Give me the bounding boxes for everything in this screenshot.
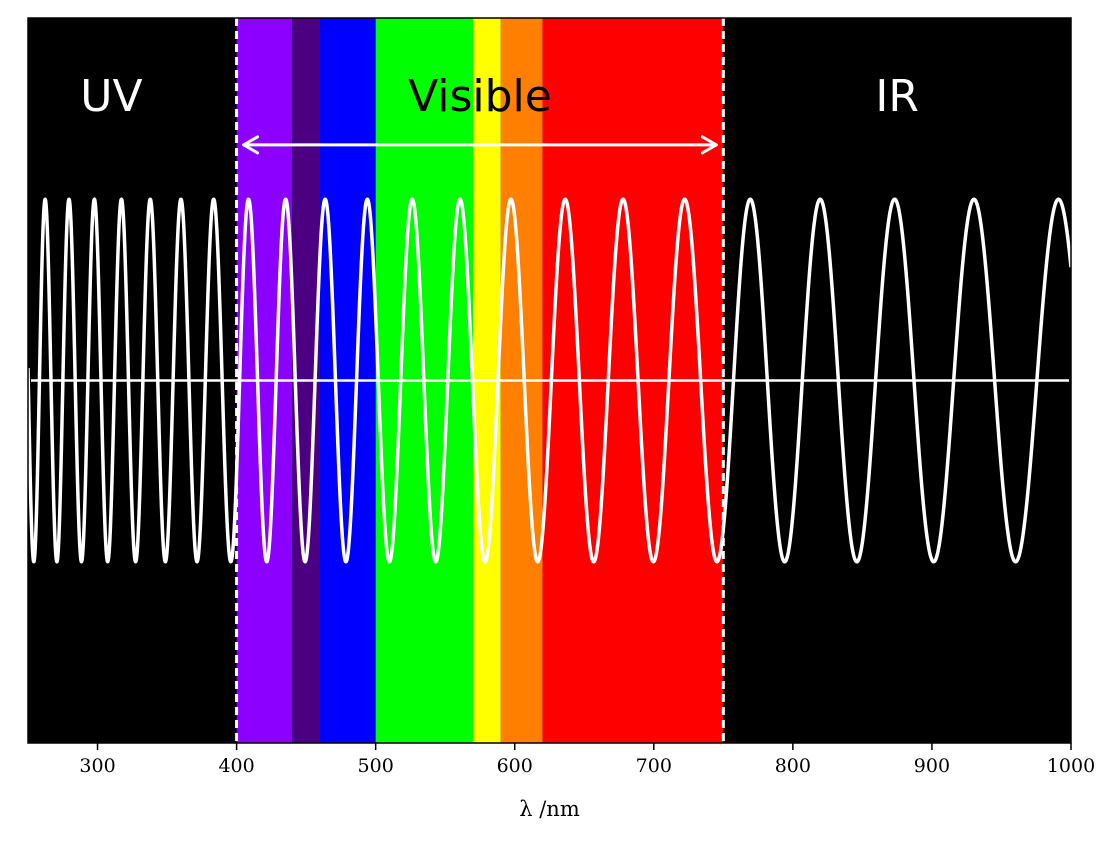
x-tick-label-300: 300 [79,755,115,777]
x-tick-label-600: 600 [497,755,533,777]
x-tick-label-500: 500 [358,755,394,777]
x-tick-label-1000: 1000 [1047,755,1095,777]
wave-line [26,197,1073,564]
region-label-visible: Visible [408,71,552,122]
arrow-head-right [700,135,718,155]
plot-area: UV Visible IR [26,17,1073,744]
x-tick-label-900: 900 [914,755,950,777]
plot-frame [27,17,1072,744]
region-boundaries [235,18,725,743]
x-tick-label-400: 400 [218,755,254,777]
x-tick-label-800: 800 [775,755,811,777]
arrow-head-left [242,135,260,155]
region-label-ir: IR [875,71,919,122]
region-label-uv: UV [80,71,142,122]
visible-range-arrow [242,135,718,155]
x-axis-label: λ /nm [519,797,580,821]
x-axis: 300 400 500 600 700 800 900 1000 [79,743,1095,777]
region-labels: UV Visible IR [80,71,919,122]
x-tick-label-700: 700 [636,755,672,777]
